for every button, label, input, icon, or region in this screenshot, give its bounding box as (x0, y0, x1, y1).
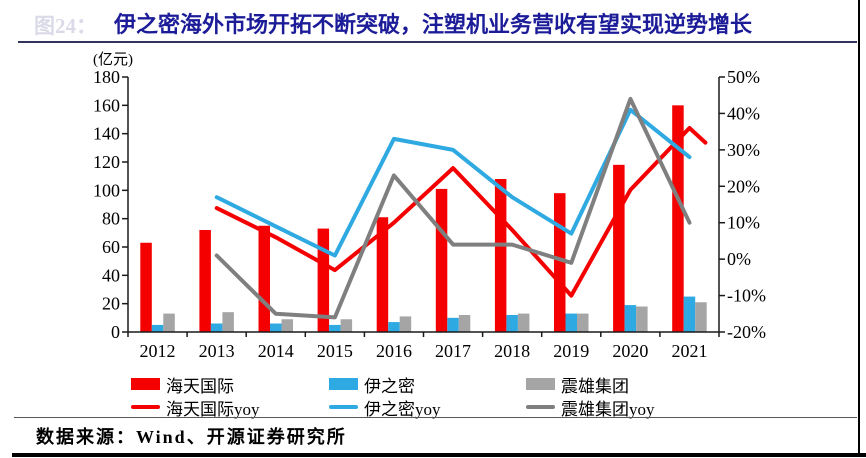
bar-海天国际-2012 (140, 242, 152, 332)
bar-震雄集团-2013 (222, 312, 234, 332)
footer-divider (14, 417, 857, 418)
legend-item-yizumi-yoy-line: 伊之密yoy (329, 397, 441, 419)
bar-伊之密-2021 (683, 296, 696, 332)
bar-海天国际-2019 (554, 193, 566, 332)
bar-伊之密-2014 (270, 323, 282, 332)
bar-震雄集团-2018 (517, 313, 530, 332)
legend-label: 震雄集团yoy (561, 399, 655, 419)
right-axis-tick-label: 10% (727, 213, 760, 233)
x-axis-year-label: 2012 (140, 341, 176, 361)
title-underline (18, 41, 857, 43)
bar-海天国际-2017 (435, 188, 448, 332)
bar-伊之密-2017 (447, 317, 459, 332)
right-axis-tick-label: -20% (727, 322, 766, 342)
legend-swatch-red-line (131, 405, 160, 409)
legend-item-chenhsong-yoy-line: 震雄集团yoy (526, 397, 655, 419)
bottom-border (12, 453, 866, 457)
x-axis-year-label: 2014 (258, 341, 294, 361)
bar-伊之密-2016 (388, 322, 400, 332)
left-axis-unit-label: (亿元) (93, 51, 133, 68)
right-axis-tick-label: 20% (727, 176, 760, 196)
right-axis-tick-label: 40% (727, 103, 760, 123)
bar-伊之密-2019 (565, 313, 577, 332)
right-axis-tick-label: 0% (727, 249, 751, 269)
x-axis-year-label: 2015 (317, 341, 353, 361)
legend-item-chenhsong-bar: 震雄集团 (526, 374, 629, 396)
left-axis-tick-label: 100 (93, 180, 120, 200)
bar-海天国际-2016 (376, 217, 389, 332)
x-axis-year-label: 2013 (199, 341, 235, 361)
right-axis-tick-label: 30% (727, 140, 760, 160)
data-source-note: 数据来源：Wind、开源证券研究所 (36, 427, 347, 447)
bar-震雄集团-2014 (281, 319, 293, 332)
x-axis-year-label: 2021 (671, 341, 707, 361)
right-border (858, 0, 860, 453)
figure-number-label: 图24： (34, 14, 97, 38)
legend-label: 伊之密 (364, 376, 415, 396)
bar-伊之密-2015 (329, 324, 341, 332)
chart-title: 伊之密海外市场开拓不断突破，注塑机业务营收有望实现逆势增长 (113, 12, 752, 37)
left-axis-tick-label: 80 (102, 209, 120, 229)
left-axis-tick-label: 120 (93, 152, 120, 172)
legend-label: 海天国际yoy (166, 399, 260, 419)
left-axis-tick-label: 0 (111, 322, 120, 342)
x-axis-year-label: 2020 (612, 341, 648, 361)
x-axis-year-label: 2019 (553, 341, 589, 361)
legend-swatch-blue-line (329, 405, 358, 409)
line-海天国际yoy (214, 126, 708, 298)
bar-series-0 (140, 105, 684, 332)
bar-震雄集团-2015 (340, 319, 353, 332)
left-axis-tick-label: 40 (102, 265, 120, 285)
bar-震雄集团-2019 (577, 313, 589, 332)
x-axis-year-label: 2017 (435, 341, 471, 361)
bar-伊之密-2020 (624, 305, 637, 332)
line-震雄集团yoy (214, 96, 692, 320)
bar-海天国际-2021 (672, 105, 684, 332)
right-axis-tick-label: -10% (727, 286, 766, 306)
left-axis-tick-label: 140 (93, 124, 120, 144)
x-axis-year-label: 2018 (494, 341, 530, 361)
legend-swatch-red-bar (131, 378, 160, 390)
bar-series-2 (163, 302, 707, 332)
legend-item-haitian-yoy-line: 海天国际yoy (131, 397, 260, 419)
bar-海天国际-2014 (258, 225, 270, 332)
left-axis-tick-label: 20 (102, 294, 120, 314)
legend-item-yizumi-bar: 伊之密 (329, 374, 415, 396)
x-axis-year-label: 2016 (376, 341, 412, 361)
bar-海天国际-2020 (613, 164, 625, 332)
bar-海天国际-2013 (199, 230, 211, 332)
legend-swatch-gray-line (526, 405, 555, 409)
legend-swatch-gray-bar (526, 378, 555, 390)
bar-海天国际-2015 (317, 228, 330, 332)
bar-震雄集团-2020 (636, 306, 648, 332)
legend-label: 伊之密yoy (364, 399, 441, 419)
left-axis-tick-label: 180 (93, 67, 120, 87)
legend-item-haitian-bar: 海天国际 (131, 374, 234, 396)
right-axis-tick-label: 50% (727, 67, 760, 87)
legend-label: 海天国际 (166, 376, 234, 396)
legend-label: 震雄集团 (561, 376, 629, 396)
bar-震雄集团-2016 (399, 316, 412, 332)
bar-震雄集团-2021 (695, 302, 707, 332)
bar-震雄集团-2017 (458, 315, 471, 332)
bar-伊之密-2018 (506, 315, 518, 332)
bar-震雄集团-2012 (163, 313, 175, 332)
bar-海天国际-2018 (494, 179, 507, 332)
legend-swatch-blue-bar (329, 378, 358, 390)
left-axis-tick-label: 60 (102, 237, 120, 257)
bar-series-1 (151, 296, 696, 332)
bar-伊之密-2013 (210, 323, 223, 332)
left-axis-tick-label: 160 (93, 95, 120, 115)
bar-伊之密-2012 (151, 324, 164, 332)
